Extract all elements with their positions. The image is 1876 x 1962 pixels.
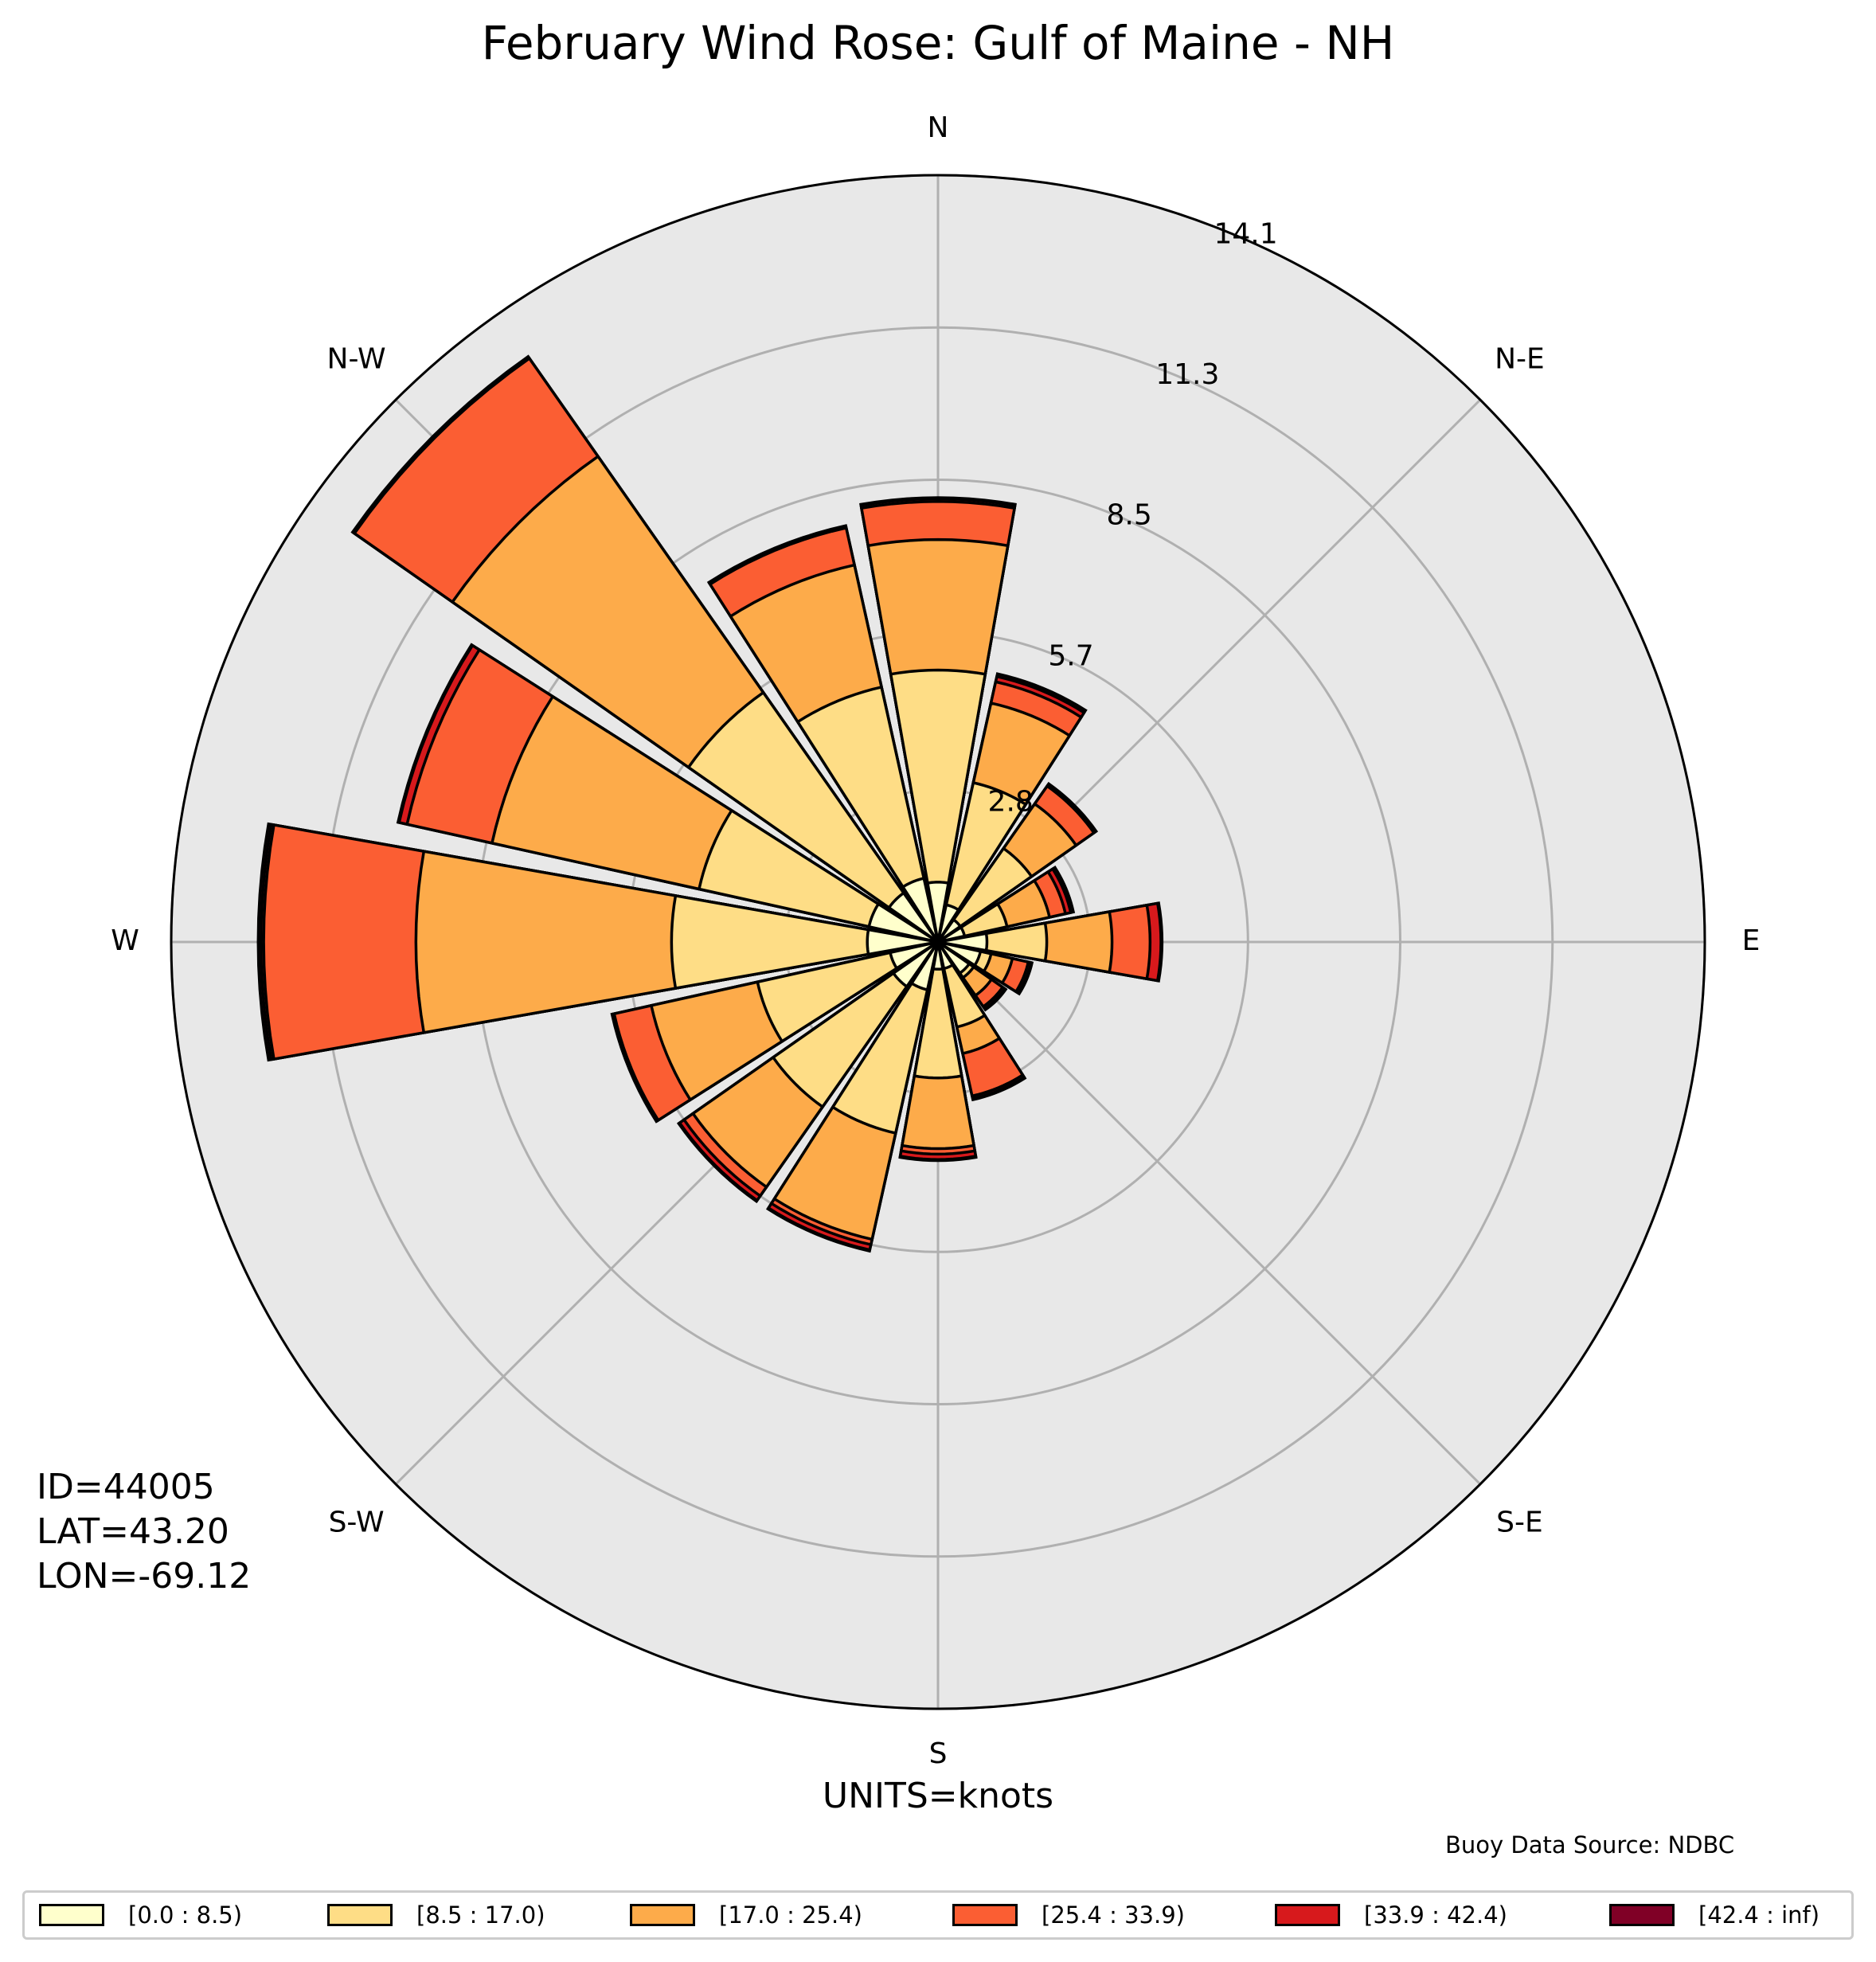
radial-tick-label-4: 14.1 bbox=[1214, 217, 1277, 250]
legend-swatch bbox=[1275, 1904, 1340, 1926]
radial-tick-label-3: 11.3 bbox=[1155, 358, 1219, 391]
bar-dir-0-bin-0 bbox=[925, 881, 951, 943]
bar-dir-270-bin-1 bbox=[670, 893, 939, 991]
radial-tick-label-1: 5.7 bbox=[1048, 639, 1093, 672]
bar-dir-157.5-bin-0 bbox=[936, 941, 955, 971]
bar-dir-337.5-bin-1 bbox=[795, 685, 940, 943]
legend: [0.0 : 8.5) [8.5 : 17.0) [17.0 : 25.4) [25.… bbox=[22, 1890, 1854, 1940]
station-info: ID=44005 LAT=43.20 LON=-69.12 bbox=[37, 1465, 251, 1599]
polar-frame bbox=[170, 174, 1706, 1710]
legend-item: [33.9 : 42.4) bbox=[1275, 1893, 1507, 1937]
direction-labels: N N-E E S-E S S-W W N-W bbox=[111, 111, 1760, 1770]
station-id: ID=44005 bbox=[37, 1467, 215, 1507]
legend-swatch bbox=[39, 1904, 104, 1926]
legend-label: [0.0 : 8.5) bbox=[128, 1901, 243, 1929]
radial-tick-labels: 2.8 5.7 8.5 11.3 14.1 bbox=[988, 217, 1278, 818]
bar-dir-225-bin-1 bbox=[771, 940, 940, 1109]
direction-label-n-e: N-E bbox=[1495, 343, 1545, 376]
bar-dir-180-bin-1 bbox=[913, 941, 963, 1080]
bar-dir-225-bin-0 bbox=[891, 940, 940, 989]
bar-dir-90-bin-1 bbox=[937, 921, 1049, 963]
radial-tick-label-0: 2.8 bbox=[988, 785, 1034, 818]
bar-dir-90-bin-0 bbox=[937, 932, 989, 952]
legend-swatch bbox=[327, 1904, 393, 1926]
bar-dir-202.5-bin-1 bbox=[831, 941, 940, 1135]
direction-label-s-e: S-E bbox=[1496, 1506, 1543, 1538]
bar-dir-270-bin-0 bbox=[866, 928, 939, 956]
station-lat: LAT=43.20 bbox=[37, 1511, 229, 1552]
legend-label: [17.0 : 25.4) bbox=[719, 1901, 862, 1929]
bar-dir-22.5-bin-1 bbox=[936, 780, 1028, 943]
chart-title: February Wind Rose: Gulf of Maine - NH bbox=[481, 16, 1395, 70]
units-label: UNITS=knots bbox=[822, 1776, 1054, 1816]
radial-tick-label-2: 8.5 bbox=[1107, 499, 1152, 532]
legend-item: [25.4 : 33.9) bbox=[952, 1893, 1185, 1937]
bar-dir-337.5-bin-0 bbox=[901, 876, 940, 943]
legend-swatch bbox=[1609, 1904, 1675, 1926]
legend-item: [42.4 : inf) bbox=[1609, 1893, 1819, 1937]
legend-item: [8.5 : 17.0) bbox=[327, 1893, 545, 1937]
direction-label-n: N bbox=[928, 111, 949, 144]
legend-swatch bbox=[630, 1904, 695, 1926]
bar-dir-45-bin-1 bbox=[936, 846, 1034, 944]
grid-spoke-3 bbox=[936, 940, 1482, 1486]
polar-outer-frame bbox=[170, 174, 1706, 1710]
legend-item: [17.0 : 25.4) bbox=[630, 1893, 862, 1937]
bar-dir-292.5-bin-0 bbox=[867, 901, 939, 944]
data-source-label: Buoy Data Source: NDBC bbox=[1445, 1831, 1735, 1858]
legend-label: [33.9 : 42.4) bbox=[1364, 1901, 1507, 1929]
legend-swatch bbox=[952, 1904, 1018, 1926]
station-lon: LON=-69.12 bbox=[37, 1556, 252, 1597]
direction-label-w: W bbox=[111, 924, 139, 957]
direction-label-e: E bbox=[1742, 924, 1761, 957]
direction-label-s: S bbox=[929, 1737, 948, 1770]
legend-label: [42.4 : inf) bbox=[1698, 1901, 1820, 1929]
legend-label: [8.5 : 17.0) bbox=[416, 1901, 545, 1929]
legend-label: [25.4 : 33.9) bbox=[1042, 1901, 1185, 1929]
bar-dir-247.5-bin-0 bbox=[888, 940, 939, 971]
bar-dir-135-bin-0 bbox=[936, 940, 971, 975]
direction-label-s-w: S-W bbox=[329, 1506, 385, 1538]
bar-dir-202.5-bin-0 bbox=[909, 941, 940, 992]
direction-label-n-w: N-W bbox=[327, 343, 386, 376]
bar-dir-45-bin-0 bbox=[936, 917, 963, 944]
wind-rose-bars bbox=[256, 354, 1164, 1253]
bar-dir-247.5-bin-1 bbox=[756, 940, 939, 1044]
bar-dir-67.5-bin-0 bbox=[937, 925, 967, 944]
bar-dir-180-bin-0 bbox=[932, 941, 944, 971]
legend-item: [0.0 : 8.5) bbox=[39, 1893, 242, 1937]
bar-dir-315-bin-1 bbox=[686, 690, 940, 944]
bar-dir-0-bin-1 bbox=[889, 668, 987, 943]
bar-dir-315-bin-0 bbox=[886, 890, 940, 944]
